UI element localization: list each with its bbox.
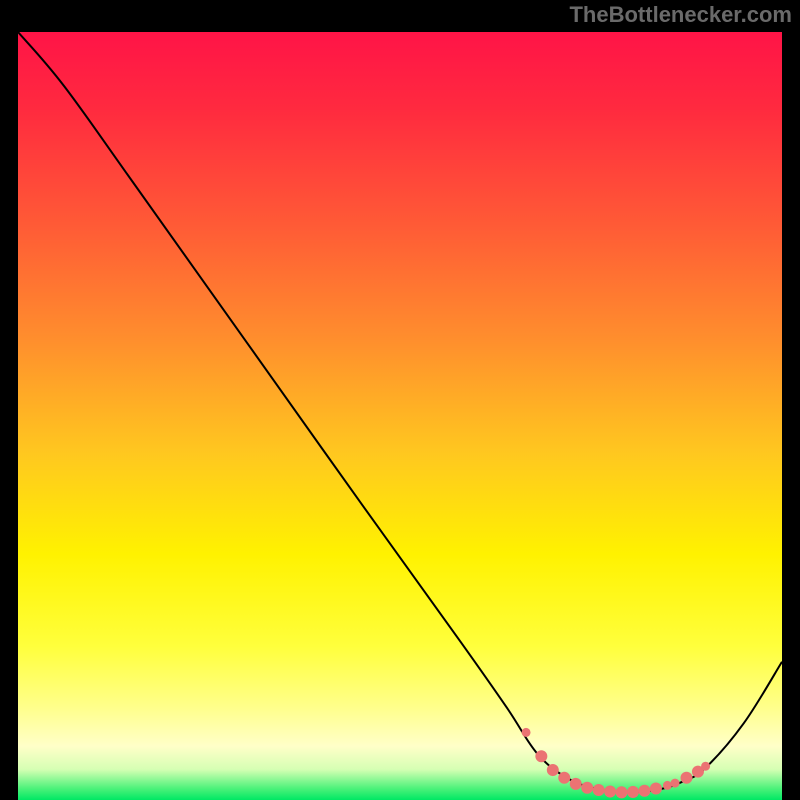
- marker-dot: [650, 782, 662, 794]
- marker-dot: [663, 781, 672, 790]
- plot-area: [17, 31, 783, 800]
- marker-dot: [701, 762, 710, 771]
- marker-dot: [593, 784, 605, 796]
- chart-svg: [18, 32, 782, 800]
- marker-dot: [671, 779, 680, 788]
- marker-dot: [681, 772, 693, 784]
- marker-dot: [522, 728, 531, 737]
- marker-dot: [581, 782, 593, 794]
- marker-dot: [570, 778, 582, 790]
- marker-dot: [604, 786, 616, 798]
- bottleneck-chart: TheBottlenecker.com: [0, 0, 800, 800]
- marker-dot: [638, 785, 650, 797]
- marker-dot: [558, 772, 570, 784]
- attribution-watermark: TheBottlenecker.com: [569, 2, 792, 28]
- marker-dot: [627, 786, 639, 798]
- chart-background: [18, 32, 782, 800]
- marker-dot: [616, 786, 628, 798]
- marker-dot: [535, 750, 547, 762]
- marker-dot: [547, 764, 559, 776]
